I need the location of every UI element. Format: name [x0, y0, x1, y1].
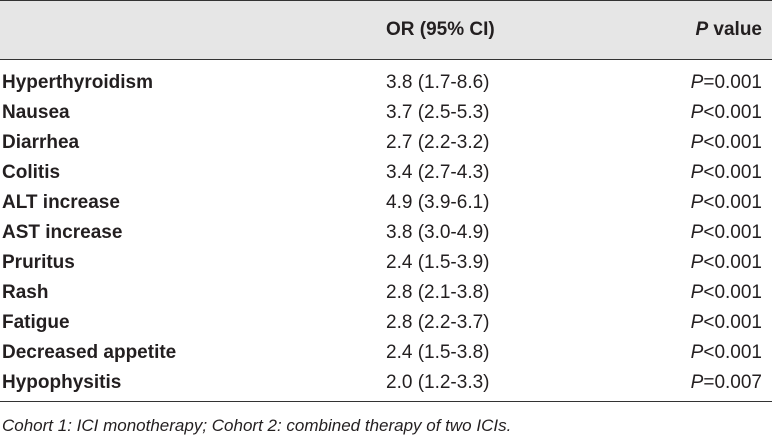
row-p-value: P<0.001: [691, 160, 762, 186]
row-p-rest: <0.001: [703, 252, 762, 273]
table-header-rule: [0, 59, 772, 60]
row-p-value: P<0.001: [691, 100, 762, 126]
table-row: Decreased appetite 2.4 (1.5-3.8) P<0.001: [0, 338, 772, 368]
row-or-ci: 3.4 (2.7-4.3): [386, 162, 490, 183]
row-event-name: Nausea: [2, 102, 70, 123]
table-row: ALT increase 4.9 (3.9-6.1) P<0.001: [0, 188, 772, 218]
row-or-ci: 2.4 (1.5-3.8): [386, 342, 490, 363]
row-event-name: Diarrhea: [2, 132, 80, 153]
table-row: Nausea 3.7 (2.5-5.3) P<0.001: [0, 98, 772, 128]
row-p-value: P<0.001: [691, 190, 762, 216]
row-p-rest: <0.001: [703, 222, 762, 243]
row-p-letter: P: [690, 132, 704, 153]
row-event-name: Decreased appetite: [2, 342, 177, 363]
row-p-value: P<0.001: [691, 220, 762, 246]
row-p-rest: <0.001: [703, 162, 762, 183]
row-p-letter: P: [690, 102, 704, 123]
row-or-ci: 2.0 (1.2-3.3): [386, 372, 490, 393]
table-body: Hyperthyroidism 3.8 (1.7-8.6) P=0.001 Na…: [0, 68, 772, 398]
header-or-ci: OR (95% CI): [386, 19, 495, 40]
row-p-value: P<0.001: [691, 250, 762, 276]
row-p-rest: <0.001: [703, 312, 762, 333]
row-p-letter: P: [690, 222, 704, 243]
row-p-letter: P: [690, 372, 704, 393]
row-p-letter: P: [690, 162, 704, 183]
row-event-name: Fatigue: [2, 312, 70, 333]
row-p-value: P=0.001: [691, 70, 762, 96]
table-row: Colitis 3.4 (2.7-4.3) P<0.001: [0, 158, 772, 188]
row-event-name: AST increase: [2, 222, 123, 243]
table-bottom-rule: [0, 401, 772, 402]
row-event-name: Rash: [2, 282, 49, 303]
row-or-ci: 3.7 (2.5-5.3): [386, 102, 490, 123]
row-p-letter: P: [690, 312, 704, 333]
row-p-rest: <0.001: [703, 342, 762, 363]
row-p-value: P=0.007: [691, 370, 762, 396]
table-row: Fatigue 2.8 (2.2-3.7) P<0.001: [0, 308, 772, 338]
row-p-rest: =0.007: [703, 372, 762, 393]
row-p-value: P<0.001: [691, 340, 762, 366]
row-p-rest: <0.001: [703, 102, 762, 123]
row-or-ci: 4.9 (3.9-6.1): [386, 192, 490, 213]
row-or-ci: 2.8 (2.1-3.8): [386, 282, 490, 303]
row-event-name: Colitis: [2, 162, 61, 183]
table-top-rule: [0, 0, 772, 1]
row-p-value: P<0.001: [691, 280, 762, 306]
row-p-value: P<0.001: [691, 130, 762, 156]
row-p-letter: P: [690, 72, 704, 93]
row-or-ci: 3.8 (1.7-8.6): [386, 72, 490, 93]
header-p-letter: P: [695, 19, 709, 40]
table-row: Hyperthyroidism 3.8 (1.7-8.6) P=0.001: [0, 68, 772, 98]
row-or-ci: 2.4 (1.5-3.9): [386, 252, 490, 273]
row-p-letter: P: [690, 342, 704, 363]
row-or-ci: 2.7 (2.2-3.2): [386, 132, 490, 153]
row-event-name: Hyperthyroidism: [2, 72, 153, 93]
row-or-ci: 3.8 (3.0-4.9): [386, 222, 490, 243]
row-event-name: ALT increase: [2, 192, 120, 213]
row-p-rest: <0.001: [703, 192, 762, 213]
row-p-letter: P: [690, 282, 704, 303]
table-header-background: [0, 0, 772, 59]
row-p-rest: <0.001: [703, 282, 762, 303]
row-p-value: P<0.001: [691, 310, 762, 336]
table-row: Rash 2.8 (2.1-3.8) P<0.001: [0, 278, 772, 308]
table-row: Diarrhea 2.7 (2.2-3.2) P<0.001: [0, 128, 772, 158]
table-footnote: Cohort 1: ICI monotherapy; Cohort 2: com…: [2, 416, 512, 435]
table-row: AST increase 3.8 (3.0-4.9) P<0.001: [0, 218, 772, 248]
table-row: Hypophysitis 2.0 (1.2-3.3) P=0.007: [0, 368, 772, 398]
row-event-name: Pruritus: [2, 252, 75, 273]
table-row: Pruritus 2.4 (1.5-3.9) P<0.001: [0, 248, 772, 278]
row-or-ci: 2.8 (2.2-3.7): [386, 312, 490, 333]
row-p-letter: P: [690, 252, 704, 273]
row-p-letter: P: [690, 192, 704, 213]
row-p-rest: <0.001: [703, 132, 762, 153]
row-p-rest: =0.001: [703, 72, 762, 93]
header-p-value: P value: [695, 18, 762, 42]
row-event-name: Hypophysitis: [2, 372, 122, 393]
header-p-rest: value: [708, 19, 762, 40]
table-header-row: OR (95% CI) P value: [0, 0, 772, 59]
